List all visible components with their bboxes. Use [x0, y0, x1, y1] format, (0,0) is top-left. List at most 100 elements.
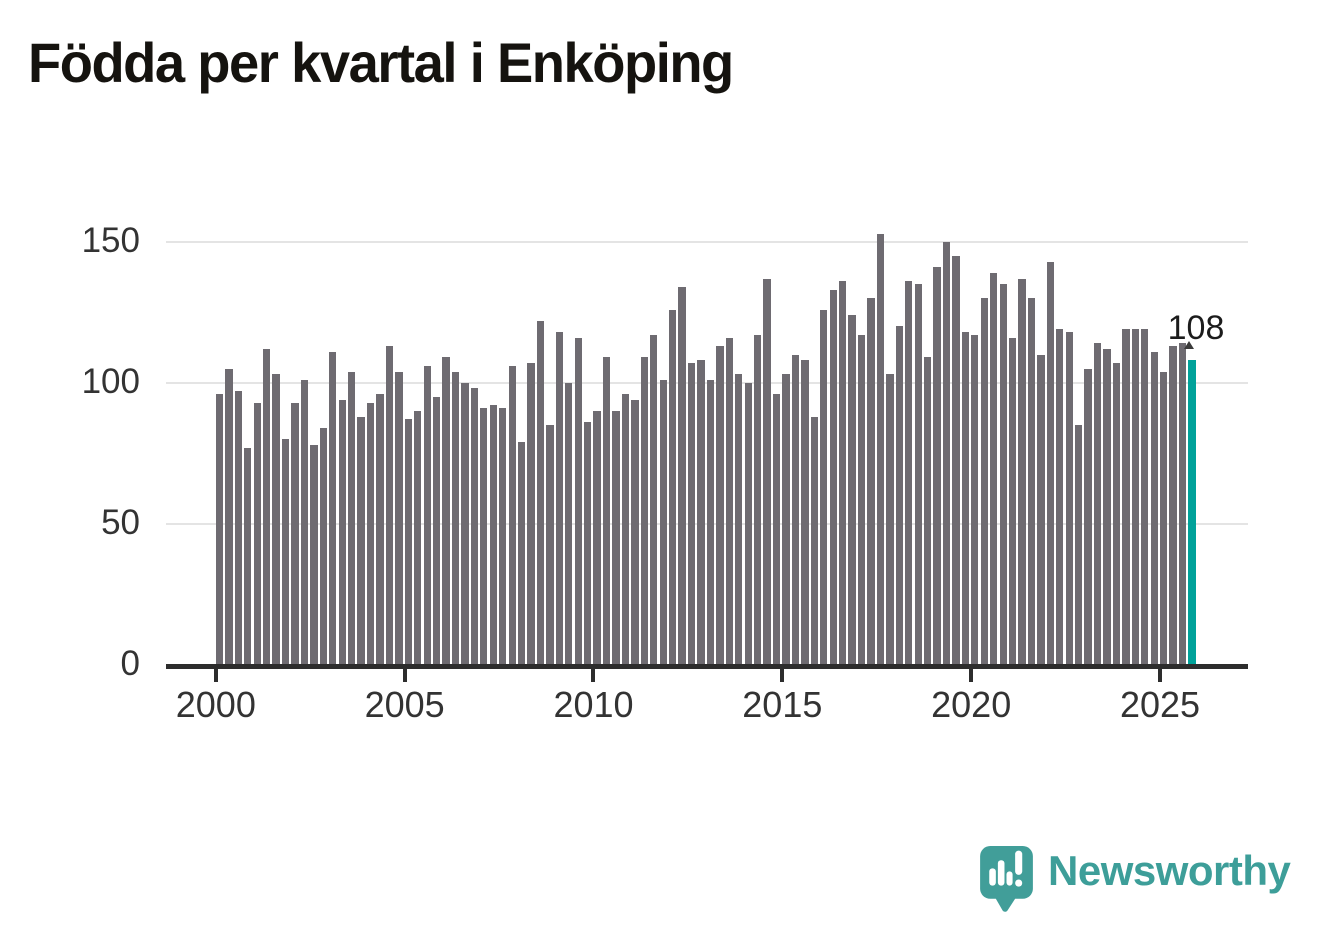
- bar-2021-q3: [1027, 298, 1036, 665]
- bar-2022-q1: [1046, 261, 1055, 665]
- bar-2001-q4: [281, 439, 290, 665]
- bar-2005-q3: [423, 365, 431, 665]
- y-tick-label-0: 0: [120, 643, 140, 683]
- bar-2022-q4: [1075, 425, 1083, 665]
- bar-2000-q2: [225, 368, 233, 665]
- bar-2009-q1: [555, 332, 564, 665]
- bar-2013-q3: [725, 337, 733, 665]
- bar-2006-q1: [442, 357, 450, 665]
- x-tick-label-2010: 2010: [553, 684, 634, 725]
- bar-2016-q3: [838, 281, 847, 665]
- bar-2001-q3: [272, 374, 280, 665]
- bar-2010-q2: [602, 357, 611, 665]
- x-tick-2010: [591, 669, 596, 682]
- bar-2001-q2: [263, 349, 271, 665]
- bar-2009-q2: [565, 382, 573, 665]
- x-tick-label-2015: 2015: [742, 684, 823, 725]
- bar-2023-q1: [1084, 368, 1092, 665]
- bar-2017-q4: [886, 374, 894, 665]
- bar-2021-q2: [1018, 278, 1026, 665]
- bar-2008-q3: [536, 320, 545, 665]
- bar-2024-q2: [1131, 329, 1139, 665]
- bar-2019-q4: [961, 332, 970, 665]
- x-tick-2025: [1158, 669, 1163, 682]
- bar-2003-q1: [329, 351, 337, 665]
- bar-2002-q1: [291, 402, 299, 665]
- bar-2021-q1: [1008, 337, 1017, 665]
- bar-2016-q1: [820, 309, 828, 665]
- bar-2024-q1: [1122, 329, 1130, 665]
- bar-2003-q3: [347, 371, 356, 665]
- x-tick-2020: [969, 669, 974, 682]
- bar-2017-q1: [857, 334, 866, 665]
- y-tick-label-50: 50: [101, 502, 140, 542]
- bar-2017-q2: [867, 298, 875, 665]
- bar-2019-q1: [933, 267, 941, 665]
- bar-2018-q2: [905, 281, 913, 665]
- bar-2000-q3: [234, 391, 242, 665]
- bar-2023-q3: [1103, 349, 1111, 665]
- bar-2004-q2: [376, 394, 384, 665]
- bar-2018-q1: [895, 326, 903, 665]
- bar-2015-q1: [782, 374, 790, 665]
- last-value-label: 108: [1167, 309, 1225, 347]
- bar-2014-q4: [772, 394, 781, 665]
- bar-2002-q4: [319, 427, 327, 665]
- bar-2021-q4: [1037, 354, 1045, 665]
- x-axis-line: [166, 664, 1248, 669]
- x-tick-2000: [213, 669, 218, 682]
- bar-2008-q4: [546, 425, 554, 665]
- bar-2005-q4: [432, 396, 441, 665]
- bar-2020-q4: [999, 284, 1007, 665]
- y-tick-label-150: 150: [81, 221, 140, 261]
- x-tick-2015: [780, 669, 785, 682]
- bar-2025-q1: [1160, 371, 1168, 665]
- bar-2006-q4: [470, 388, 479, 665]
- bar-2006-q3: [461, 382, 469, 665]
- bar-2007-q2: [489, 405, 497, 665]
- bar-2003-q2: [338, 399, 346, 665]
- bar-2018-q4: [923, 357, 932, 665]
- bar-2012-q3: [687, 363, 696, 665]
- bar-2019-q3: [952, 256, 960, 665]
- bar-2000-q1: [215, 394, 224, 665]
- bar-2003-q4: [357, 416, 365, 665]
- bar-2007-q3: [499, 408, 507, 665]
- bar-2012-q2: [678, 287, 686, 665]
- gridline-150: [166, 240, 1248, 243]
- bar-2007-q1: [480, 408, 488, 665]
- x-tick-label-2005: 2005: [364, 684, 445, 725]
- brand-name: Newsworthy: [1048, 847, 1291, 894]
- bar-2010-q4: [621, 394, 630, 665]
- bar-2005-q2: [414, 410, 422, 665]
- bar-2016-q2: [829, 289, 837, 665]
- bar-2012-q1: [669, 309, 677, 665]
- bar-2024-q3: [1141, 329, 1149, 665]
- bar-2008-q2: [527, 363, 535, 665]
- bar-2014-q2: [754, 334, 762, 665]
- bar-2002-q3: [310, 444, 318, 665]
- bar-2004-q1: [366, 402, 375, 665]
- bar-2011-q3: [650, 334, 658, 665]
- bar-2025-q4: [1188, 360, 1196, 665]
- bar-2012-q4: [697, 360, 705, 665]
- bar-2011-q1: [631, 399, 639, 665]
- bar-2011-q4: [659, 380, 667, 665]
- bar-2020-q1: [971, 334, 979, 665]
- bar-2023-q4: [1112, 363, 1121, 665]
- bar-2008-q1: [517, 441, 526, 665]
- bar-2007-q4: [508, 365, 516, 665]
- bar-2015-q4: [810, 416, 818, 665]
- bar-2000-q4: [244, 447, 252, 665]
- bar-2009-q4: [584, 422, 592, 665]
- bar-2013-q1: [706, 380, 715, 665]
- bar-2022-q2: [1056, 329, 1064, 665]
- last-value-pointer-icon: [1184, 341, 1194, 349]
- bar-2015-q2: [791, 354, 800, 665]
- bar-2001-q1: [253, 402, 261, 665]
- x-tick-label-2025: 2025: [1119, 684, 1201, 725]
- bar-2004-q3: [385, 346, 394, 665]
- bar-2011-q2: [640, 357, 648, 665]
